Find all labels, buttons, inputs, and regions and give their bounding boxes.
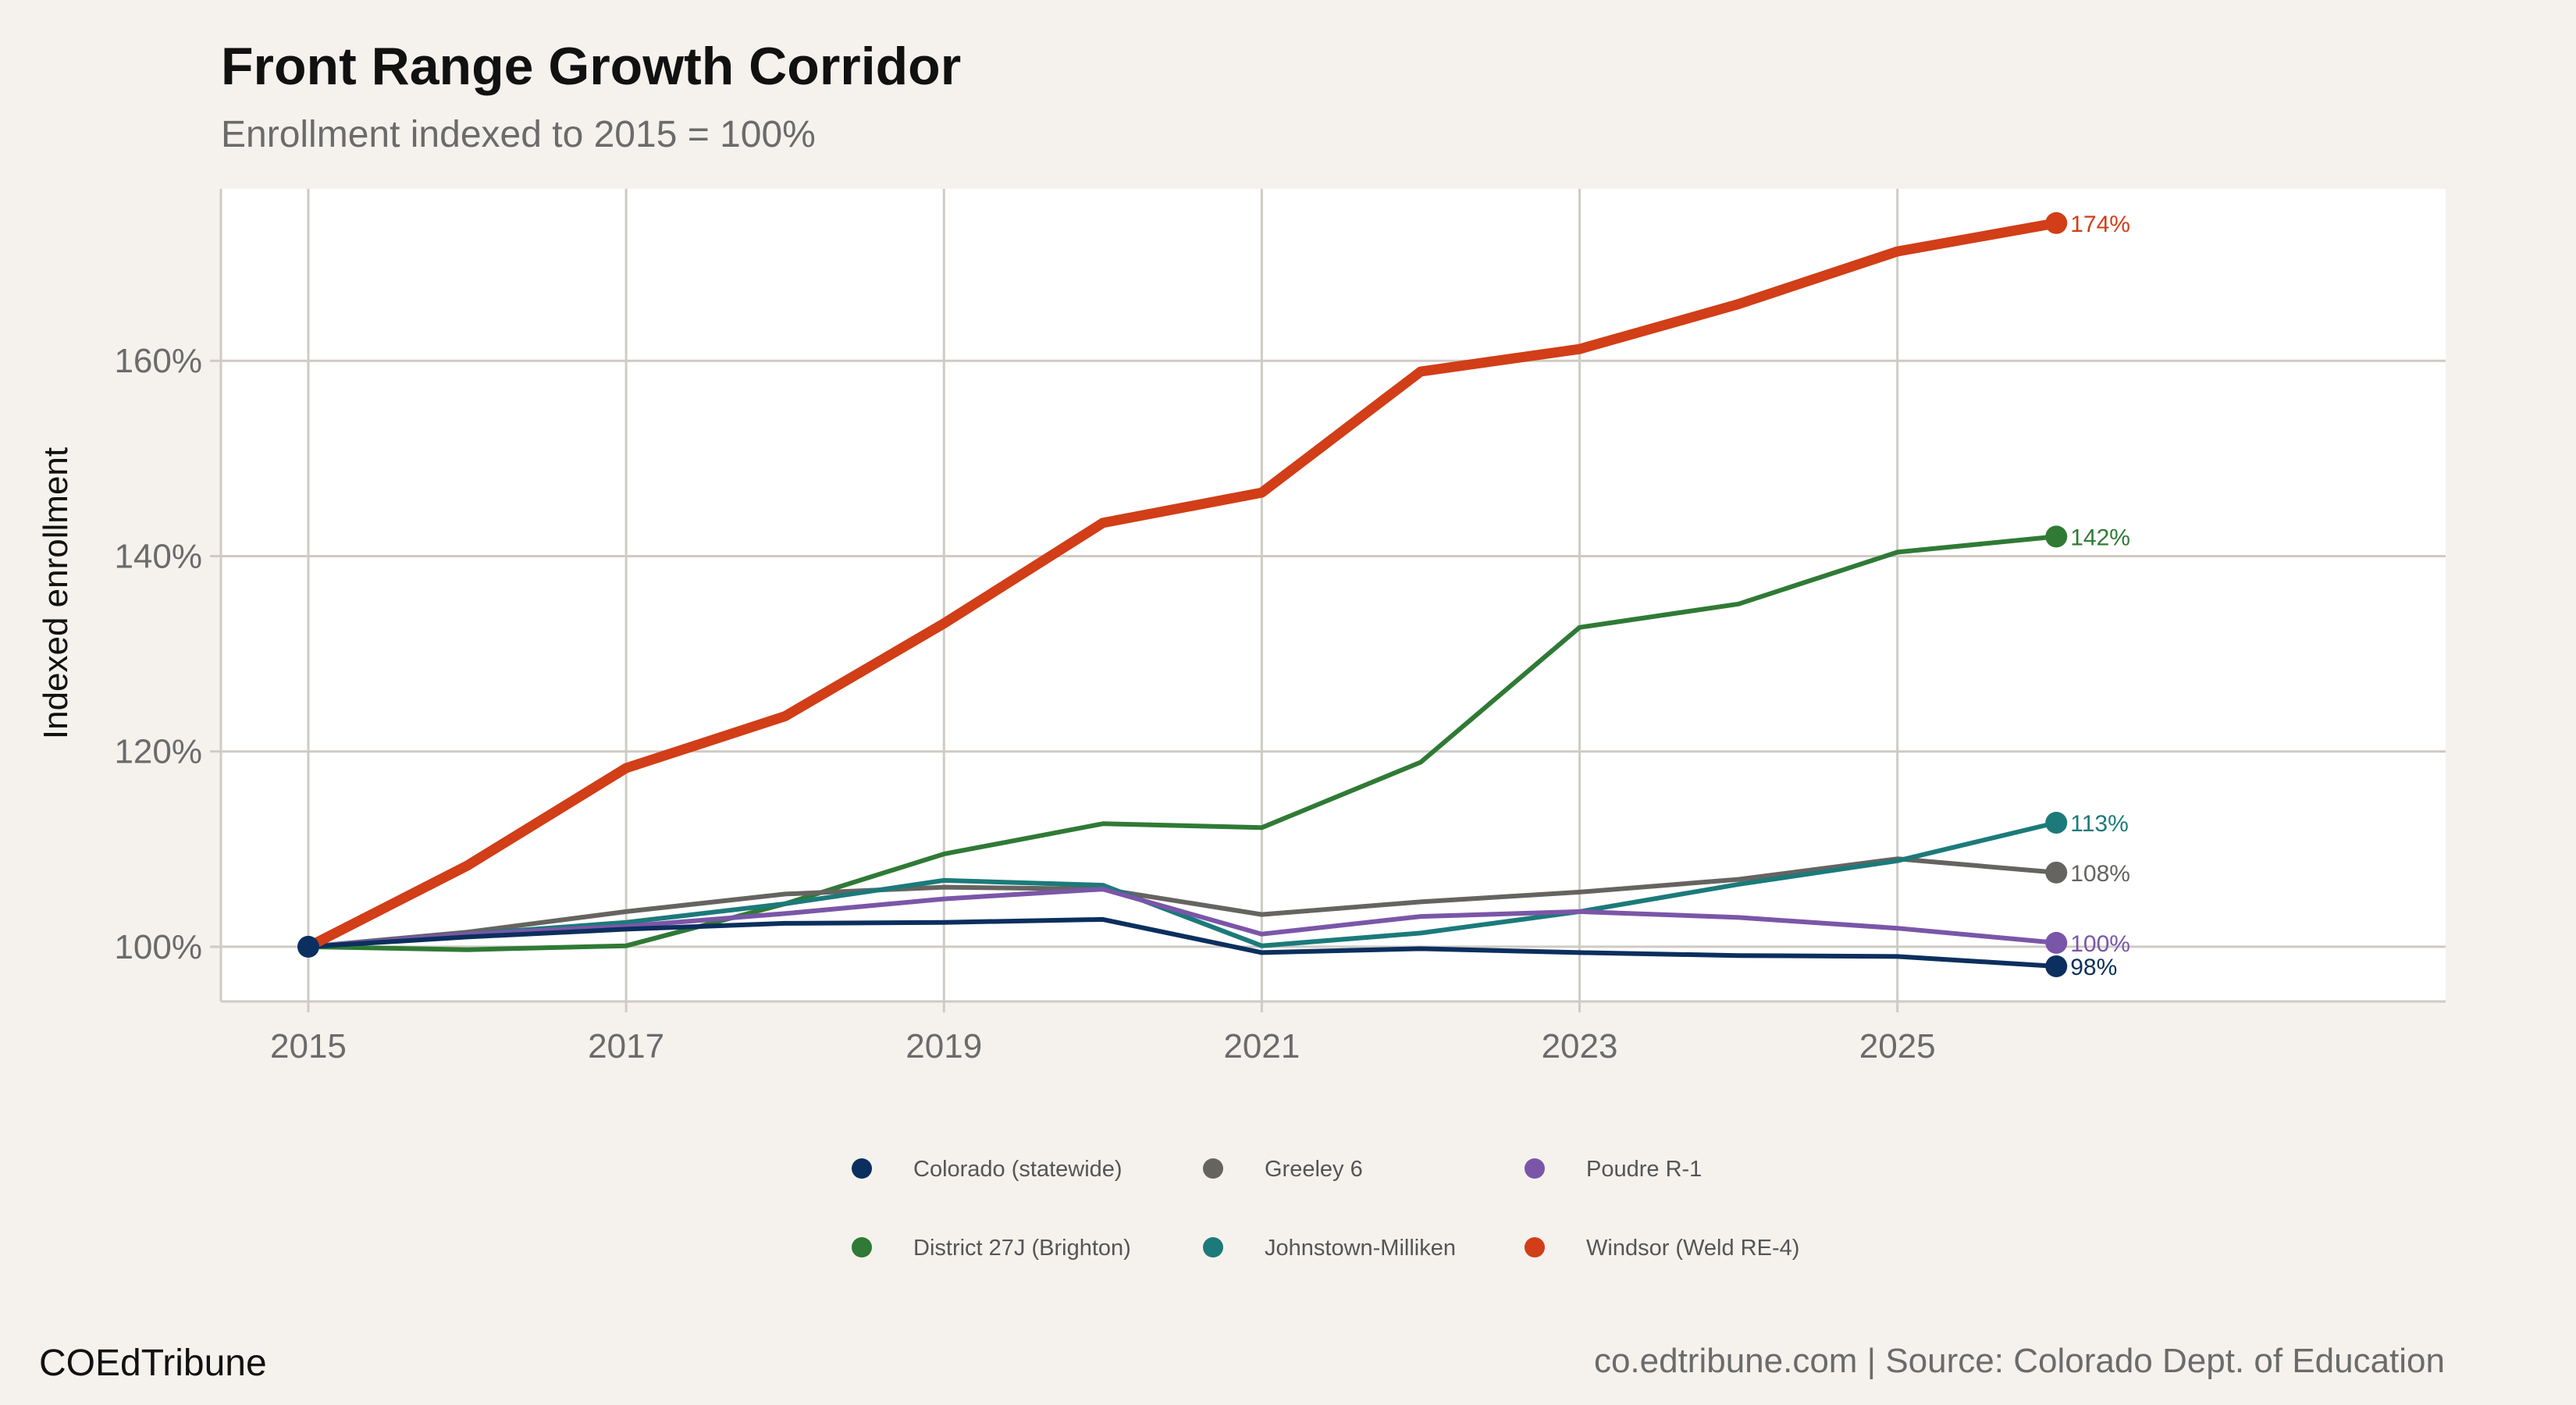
- grid: [221, 189, 2446, 1001]
- y-tick-label: 100%: [114, 928, 202, 966]
- end-point-marker: [2045, 861, 2068, 884]
- y-axis-title: Indexed enrollment: [37, 447, 75, 739]
- legend-label: Greeley 6: [1265, 1157, 1363, 1182]
- series-line-johnstown-milliken: [306, 820, 2059, 949]
- legend-item: Windsor (Weld RE-4): [1525, 1236, 1799, 1261]
- end-value-label: 100%: [2070, 931, 2130, 957]
- series-line-greeley-6: [306, 856, 2059, 949]
- x-tick-label: 2019: [906, 1027, 982, 1065]
- legend-label: Colorado (statewide): [913, 1157, 1123, 1182]
- y-tick-label: 140%: [114, 537, 202, 575]
- end-point-marker: [2045, 525, 2068, 548]
- end-point-marker: [2045, 931, 2068, 954]
- series-line-district-27j-brighton: [306, 534, 2059, 952]
- plot-panel: [221, 189, 2446, 1001]
- x-tick-label: 2015: [270, 1027, 347, 1065]
- legend-label: Poudre R-1: [1586, 1157, 1702, 1182]
- end-labels: 98% 142% 108% 113% 100% 174%: [297, 212, 2130, 980]
- series-line-poudre-r-1: [306, 887, 2059, 949]
- source-caption: co.edtribune.com | Source: Colorado Dept…: [1594, 1342, 2445, 1380]
- end-value-label: 98%: [2070, 955, 2117, 980]
- chart-subtitle: Enrollment indexed to 2015 = 100%: [221, 114, 816, 155]
- legend-swatch: [852, 1237, 872, 1257]
- axes: 2015 2017 2019 2021 2023 2025 100% 120% 140% 160%: [114, 189, 2446, 1065]
- legend-swatch: [1525, 1237, 1545, 1257]
- series-lines: [303, 218, 2062, 969]
- legend-label: Windsor (Weld RE-4): [1586, 1236, 1799, 1261]
- legend-swatch: [1203, 1237, 1223, 1257]
- end-value-label: 174%: [2070, 212, 2130, 237]
- chart-title: Front Range Growth Corridor: [221, 37, 961, 96]
- legend-swatch: [852, 1158, 872, 1179]
- x-tick-label: 2017: [588, 1027, 664, 1065]
- x-tick-label: 2023: [1542, 1027, 1618, 1065]
- y-tick-label: 160%: [114, 342, 202, 380]
- brand-caption: COEdTribune: [39, 1343, 267, 1384]
- x-tick-label: 2025: [1859, 1027, 1936, 1065]
- end-point-marker: [2045, 955, 2068, 977]
- end-point-marker: [2045, 212, 2068, 234]
- x-tick-label: 2021: [1223, 1027, 1300, 1065]
- y-tick-label: 120%: [114, 733, 202, 771]
- end-value-label: 108%: [2070, 861, 2130, 887]
- legend-swatch: [1203, 1158, 1223, 1179]
- legend-swatch: [1525, 1158, 1545, 1179]
- legend-label: Johnstown-Milliken: [1265, 1236, 1456, 1261]
- legend: Colorado (statewide) District 27J (Bright…: [852, 1157, 1799, 1261]
- end-point-marker: [2045, 812, 2068, 834]
- end-value-label: 142%: [2070, 525, 2130, 550]
- legend-item: Poudre R-1: [1525, 1157, 1702, 1182]
- legend-item: Colorado (statewide): [852, 1157, 1123, 1182]
- legend-item: District 27J (Brighton): [852, 1236, 1131, 1261]
- series-line-colorado-statewide: [306, 916, 2059, 969]
- start-point-marker: [297, 935, 319, 958]
- end-value-label: 113%: [2070, 811, 2129, 837]
- legend-item: Greeley 6: [1203, 1157, 1363, 1182]
- legend-item: Johnstown-Milliken: [1203, 1236, 1456, 1261]
- legend-label: District 27J (Brighton): [913, 1236, 1131, 1261]
- series-line-windsor-weld-re-4: [303, 218, 2062, 952]
